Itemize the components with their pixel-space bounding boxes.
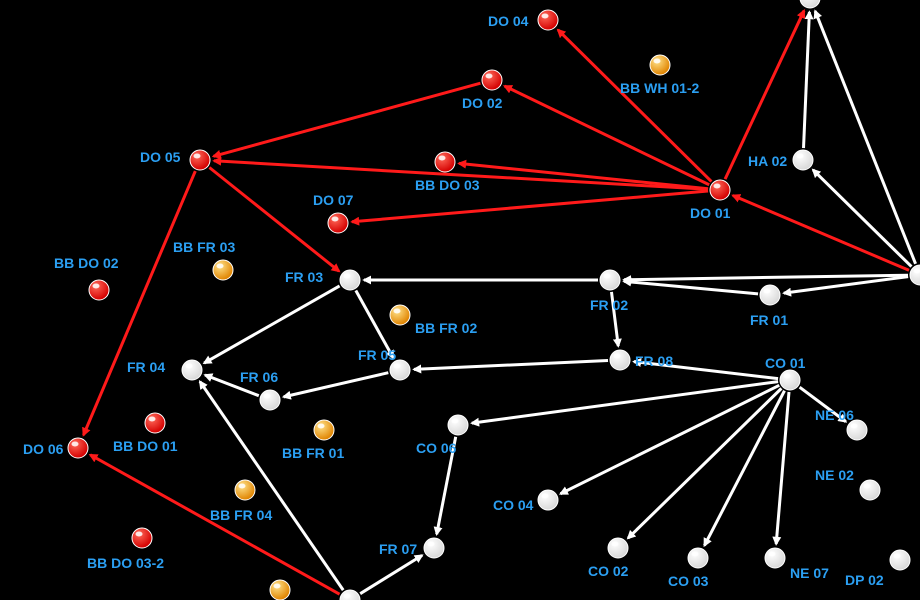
edge [704, 391, 784, 546]
node-label: BB FR 03 [173, 239, 235, 255]
node-label: FR 02 [590, 297, 628, 313]
node-label: BB DO 03-2 [87, 555, 164, 571]
node[interactable] [482, 70, 502, 90]
node[interactable] [860, 480, 880, 500]
edge [472, 382, 778, 424]
edge [414, 361, 608, 370]
node[interactable] [328, 213, 348, 233]
node[interactable] [270, 580, 290, 600]
node-label: CO 01 [765, 355, 806, 371]
node-label: FR 06 [240, 369, 278, 385]
node[interactable] [213, 260, 233, 280]
node-label: DO 02 [462, 95, 503, 111]
node-label: NE 07 [790, 565, 829, 581]
edge [776, 392, 789, 544]
node[interactable] [314, 420, 334, 440]
edge [733, 195, 909, 270]
node[interactable] [390, 305, 410, 325]
node-label: DO 04 [488, 13, 529, 29]
node[interactable] [89, 280, 109, 300]
node-label: FR 07 [379, 541, 417, 557]
node[interactable] [760, 285, 780, 305]
node-label: BB DO 02 [54, 255, 119, 271]
node-label: CO 04 [493, 497, 534, 513]
node[interactable] [424, 538, 444, 558]
node[interactable] [793, 150, 813, 170]
node-label: DP 02 [845, 572, 884, 588]
node[interactable] [538, 10, 558, 30]
node[interactable] [800, 0, 820, 8]
node-label: DO 01 [690, 205, 731, 221]
network-graph: DO 04 DO 02 BB WH 01-2 HA 04 DO 05 BB DO 03 HA… [0, 0, 920, 600]
node-label: DO 07 [313, 192, 354, 208]
edge [284, 373, 389, 397]
edge [360, 555, 422, 593]
node[interactable] [448, 415, 468, 435]
node-label: BB DO 01 [113, 438, 178, 454]
node-label: CO 02 [588, 563, 629, 579]
node[interactable] [890, 550, 910, 570]
node-label: BB FR 01 [282, 445, 344, 461]
node[interactable] [650, 55, 670, 75]
node[interactable] [182, 360, 202, 380]
node-label: DO 06 [23, 441, 64, 457]
edge [804, 12, 810, 148]
node-label: HA 04 [755, 0, 794, 3]
node[interactable] [710, 180, 730, 200]
node[interactable] [235, 480, 255, 500]
node[interactable] [780, 370, 800, 390]
edge [200, 382, 343, 591]
node-label: CO 03 [668, 573, 709, 589]
edge [558, 30, 712, 182]
node-label: DO 05 [140, 149, 181, 165]
node[interactable] [340, 590, 360, 600]
node[interactable] [340, 270, 360, 290]
node[interactable] [435, 152, 455, 172]
node-label: NE 02 [815, 467, 854, 483]
node-label: NE 06 [815, 407, 854, 423]
node[interactable] [132, 528, 152, 548]
edge [204, 286, 339, 363]
edge [209, 167, 339, 271]
edge [83, 171, 195, 435]
node-label: HA 02 [748, 153, 787, 169]
node[interactable] [608, 538, 628, 558]
node[interactable] [600, 270, 620, 290]
edge [624, 275, 908, 280]
edge [90, 455, 339, 594]
edge [352, 191, 708, 222]
edge [815, 11, 915, 264]
edge [628, 388, 781, 538]
node-label: FR 05 [358, 347, 396, 363]
node[interactable] [145, 413, 165, 433]
node-label: FR 08 [635, 353, 673, 369]
node[interactable] [68, 438, 88, 458]
edge [784, 277, 908, 294]
node-label: FR 03 [285, 269, 323, 285]
node[interactable] [765, 548, 785, 568]
node-label: CO 06 [416, 440, 457, 456]
node-label: BB FR 02 [415, 320, 477, 336]
node[interactable] [190, 150, 210, 170]
node-label: FR 04 [127, 359, 165, 375]
node[interactable] [538, 490, 558, 510]
node[interactable] [390, 360, 410, 380]
node-label: BB FR 04 [210, 507, 272, 523]
node-label: FR 01 [750, 312, 788, 328]
edge [624, 281, 758, 294]
node[interactable] [847, 420, 867, 440]
node-label: BB WH 01-2 [620, 80, 700, 96]
node[interactable] [688, 548, 708, 568]
node[interactable] [910, 265, 920, 285]
edge [214, 83, 481, 156]
edge [561, 385, 780, 493]
node[interactable] [610, 350, 630, 370]
node[interactable] [260, 390, 280, 410]
node-label: BB DO 03 [415, 177, 480, 193]
